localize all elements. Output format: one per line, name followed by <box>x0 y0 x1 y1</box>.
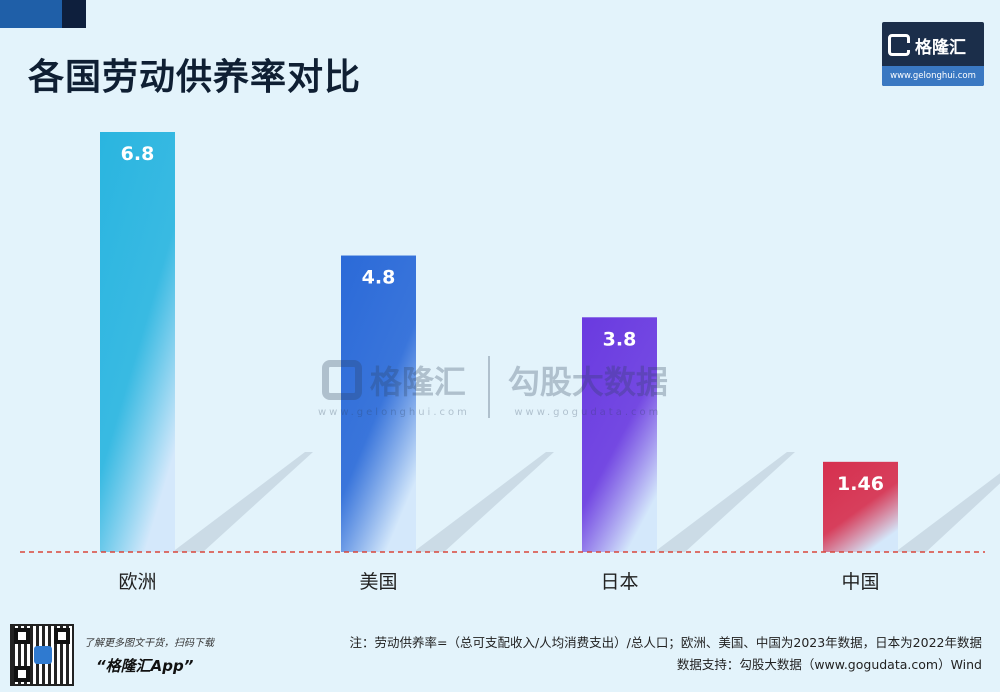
chart-title: 各国劳动供养率对比 <box>28 57 362 98</box>
value-label: 3.8 <box>603 328 637 350</box>
value-label: 1.46 <box>837 473 884 495</box>
brand-name-text: 格隆汇 <box>915 37 966 58</box>
g-logo-icon <box>888 34 910 56</box>
qr-logo-icon <box>34 646 52 664</box>
category-labels: 欧洲 美国 日本 中国 <box>118 571 879 593</box>
value-label: 4.8 <box>362 267 396 289</box>
category-label: 欧洲 <box>118 571 156 593</box>
bar-shadow <box>175 452 313 552</box>
corner-decoration <box>0 0 86 28</box>
value-label: 6.8 <box>121 143 155 165</box>
value-labels: 6.8 4.8 3.8 1.46 <box>121 143 884 495</box>
bar <box>100 132 175 552</box>
brand-logo: 格隆汇 www.gelonghui.com <box>882 22 984 86</box>
app-name: “格隆汇App” <box>96 657 194 675</box>
brand-url: www.gelonghui.com <box>882 66 984 86</box>
bars <box>100 132 898 552</box>
category-label: 美国 <box>359 571 397 593</box>
brand-name: 格隆汇 <box>888 30 978 60</box>
qr-code[interactable] <box>10 624 74 686</box>
bar <box>341 255 416 552</box>
bar-shadow <box>416 452 554 552</box>
bar <box>823 461 898 552</box>
bar <box>582 317 657 552</box>
footnote: 注：劳动供养率=（总可支配收入/人均消费支出）/总人口；欧洲、美国、中国为202… <box>349 635 982 650</box>
category-label: 日本 <box>600 571 638 593</box>
bar-shadow <box>898 473 1000 552</box>
corner-decoration-dark <box>62 0 86 28</box>
category-label: 中国 <box>841 571 879 593</box>
bar-shadow <box>657 452 795 552</box>
data-source: 数据支持：勾股大数据（www.gogudata.com）Wind <box>676 657 982 672</box>
promo-text: 了解更多图文干货，扫码下载 <box>84 638 214 649</box>
bar-shadows <box>175 452 1000 552</box>
